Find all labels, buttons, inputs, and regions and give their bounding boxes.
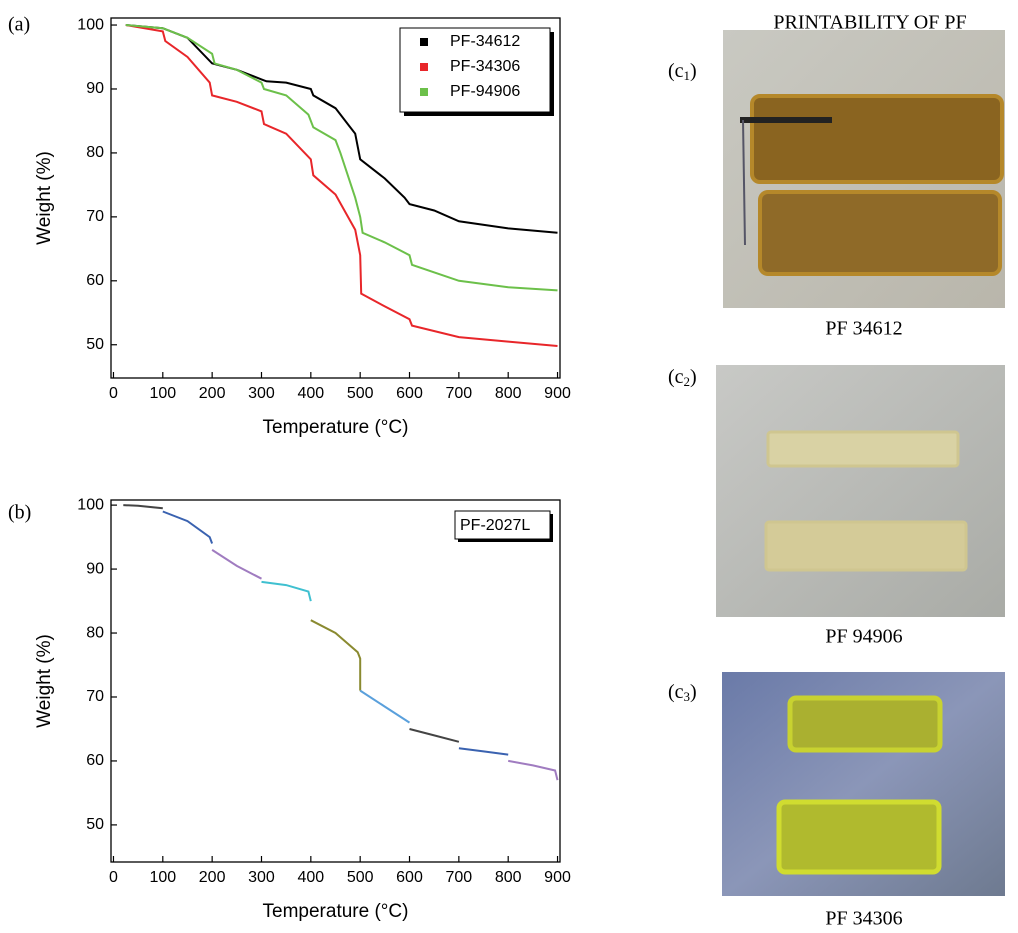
line (123, 504, 163, 510)
photo (716, 365, 1005, 617)
y-tick-label: 50 (86, 336, 104, 353)
legend-label: PF-34612 (450, 33, 520, 50)
y-axis-title: Weight (%) (34, 151, 55, 245)
x-tick-label: 0 (109, 869, 118, 886)
photo-label-end: ) (690, 366, 697, 388)
line (458, 747, 509, 756)
line (261, 580, 312, 602)
photo-caption: PF 34612 (825, 318, 902, 340)
x-tick-label: 500 (347, 869, 374, 886)
line (211, 549, 262, 580)
line (409, 728, 460, 743)
line (359, 689, 411, 724)
x-tick-label: 200 (199, 869, 226, 886)
legend-label: PF-94906 (450, 83, 520, 100)
line (125, 24, 558, 347)
x-tick-label: 700 (446, 385, 473, 402)
y-tick-label: 70 (86, 688, 104, 705)
line (162, 510, 214, 544)
x-tick-label: 200 (199, 385, 226, 402)
y-tick-label: 90 (86, 560, 104, 577)
x-tick-label: 600 (396, 869, 423, 886)
x-tick-label: 400 (297, 385, 324, 402)
legend-marker (420, 63, 428, 71)
legend-label: PF-2027L (460, 517, 530, 534)
y-tick-label: 80 (86, 144, 104, 161)
x-tick-label: 700 (446, 869, 473, 886)
panel-label: (a) (8, 14, 30, 36)
y-axis-title: Weight (%) (34, 634, 55, 728)
x-tick-label: 800 (495, 385, 522, 402)
photo-label-sub: 3 (684, 689, 691, 704)
photo-label: (c1) (668, 60, 697, 83)
photo-label-end: ) (690, 60, 697, 82)
y-tick-label: 60 (86, 272, 104, 289)
x-tick-label: 900 (544, 385, 571, 402)
photo-caption: PF 34306 (825, 908, 902, 930)
legend-label: PF-34306 (450, 58, 520, 75)
x-tick-label: 100 (149, 869, 176, 886)
x-tick-label: 400 (297, 869, 324, 886)
photo-label: (c3) (668, 681, 697, 704)
plot-frame (110, 499, 561, 863)
y-tick-label: 70 (86, 208, 104, 225)
photo-label-text: (c (668, 366, 684, 388)
x-tick-label: 100 (149, 385, 176, 402)
y-tick-label: 50 (86, 816, 104, 833)
line (310, 619, 362, 691)
x-tick-label: 0 (109, 385, 118, 402)
x-tick-label: 500 (347, 385, 374, 402)
x-axis-title: Temperature (°C) (263, 417, 409, 438)
legend-marker (420, 88, 428, 96)
x-tick-label: 800 (495, 869, 522, 886)
photo-label-text: (c (668, 60, 684, 82)
photo-label-end: ) (690, 681, 697, 703)
x-tick-label: 300 (248, 869, 275, 886)
photo-label-sub: 2 (684, 374, 691, 389)
y-tick-label: 100 (77, 16, 104, 33)
section-title: PRINTABILITY OF PF (773, 12, 966, 34)
legend (454, 510, 551, 540)
y-tick-label: 100 (77, 496, 104, 513)
x-axis-title: Temperature (°C) (263, 901, 409, 922)
photo (723, 30, 1005, 308)
x-tick-label: 600 (396, 385, 423, 402)
panel-label: (b) (8, 502, 31, 524)
line (508, 759, 559, 781)
line (125, 24, 558, 292)
photo (722, 672, 1005, 896)
plot-frame (110, 17, 561, 379)
y-tick-label: 90 (86, 80, 104, 97)
photo-label-sub: 1 (684, 68, 691, 83)
photo-label-text: (c (668, 681, 684, 703)
photo-label: (c2) (668, 366, 697, 389)
y-tick-label: 60 (86, 752, 104, 769)
y-tick-label: 80 (86, 624, 104, 641)
x-tick-label: 900 (544, 869, 571, 886)
legend-marker (420, 38, 428, 46)
photo-caption: PF 94906 (825, 626, 902, 648)
x-tick-label: 300 (248, 385, 275, 402)
